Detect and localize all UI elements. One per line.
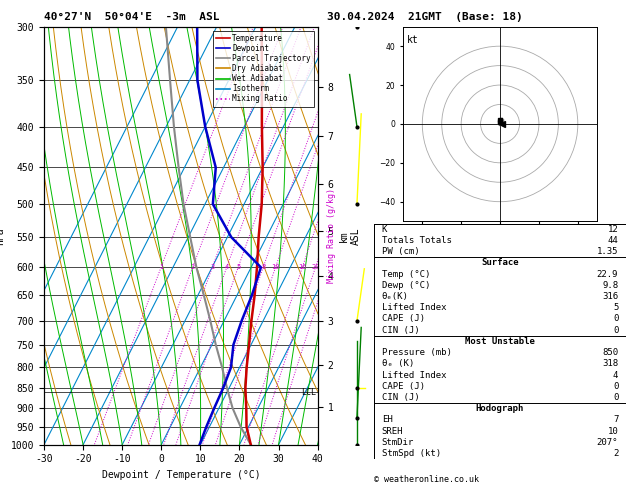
- Text: LCL: LCL: [301, 388, 316, 397]
- Text: 316: 316: [602, 292, 618, 301]
- Text: Hodograph: Hodograph: [476, 404, 524, 413]
- Text: SREH: SREH: [382, 427, 403, 436]
- Text: Lifted Index: Lifted Index: [382, 371, 447, 380]
- Text: 2: 2: [613, 449, 618, 458]
- Text: Lifted Index: Lifted Index: [382, 303, 447, 312]
- Text: CAPE (J): CAPE (J): [382, 314, 425, 324]
- Text: Mixing Ratio (g/kg): Mixing Ratio (g/kg): [327, 188, 336, 283]
- Text: © weatheronline.co.uk: © weatheronline.co.uk: [374, 474, 479, 484]
- Text: 5: 5: [236, 264, 240, 270]
- Text: kt: kt: [407, 35, 418, 45]
- Text: 22.9: 22.9: [597, 270, 618, 278]
- Text: 0: 0: [613, 382, 618, 391]
- Text: 1: 1: [159, 264, 163, 270]
- Text: 16: 16: [298, 264, 306, 270]
- Text: 44: 44: [608, 236, 618, 245]
- Text: 10: 10: [608, 427, 618, 436]
- Text: 30.04.2024  21GMT  (Base: 18): 30.04.2024 21GMT (Base: 18): [327, 12, 523, 22]
- Text: 4: 4: [613, 371, 618, 380]
- Text: 12: 12: [608, 225, 618, 234]
- Text: 0: 0: [613, 393, 618, 402]
- Text: 3: 3: [210, 264, 214, 270]
- Text: 0: 0: [613, 314, 618, 324]
- Y-axis label: hPa: hPa: [0, 227, 5, 244]
- Text: Surface: Surface: [481, 259, 519, 267]
- Text: Most Unstable: Most Unstable: [465, 337, 535, 346]
- Text: 9.8: 9.8: [602, 281, 618, 290]
- Text: 8: 8: [261, 264, 265, 270]
- Text: 5: 5: [613, 303, 618, 312]
- Text: CAPE (J): CAPE (J): [382, 382, 425, 391]
- Text: 4: 4: [225, 264, 229, 270]
- Text: CIN (J): CIN (J): [382, 393, 420, 402]
- Text: 850: 850: [602, 348, 618, 357]
- Text: 10: 10: [271, 264, 280, 270]
- Text: StmDir: StmDir: [382, 438, 414, 447]
- Text: Totals Totals: Totals Totals: [382, 236, 452, 245]
- X-axis label: Dewpoint / Temperature (°C): Dewpoint / Temperature (°C): [101, 470, 260, 480]
- Text: 1.35: 1.35: [597, 247, 618, 256]
- Text: Temp (°C): Temp (°C): [382, 270, 430, 278]
- Text: EH: EH: [382, 416, 392, 424]
- Text: 40°27'N  50°04'E  -3m  ASL: 40°27'N 50°04'E -3m ASL: [44, 12, 220, 22]
- Text: 7: 7: [613, 416, 618, 424]
- Text: Pressure (mb): Pressure (mb): [382, 348, 452, 357]
- Text: 318: 318: [602, 359, 618, 368]
- Text: θₑ (K): θₑ (K): [382, 359, 414, 368]
- Text: 207°: 207°: [597, 438, 618, 447]
- Y-axis label: km
ASL: km ASL: [339, 227, 360, 244]
- Text: θₑ(K): θₑ(K): [382, 292, 409, 301]
- Text: K: K: [382, 225, 387, 234]
- Text: 2: 2: [191, 264, 195, 270]
- Legend: Temperature, Dewpoint, Parcel Trajectory, Dry Adiabat, Wet Adiabat, Isotherm, Mi: Temperature, Dewpoint, Parcel Trajectory…: [213, 31, 314, 106]
- Text: PW (cm): PW (cm): [382, 247, 420, 256]
- Text: 0: 0: [613, 326, 618, 335]
- Text: Dewp (°C): Dewp (°C): [382, 281, 430, 290]
- Text: 20: 20: [311, 264, 320, 270]
- Text: StmSpd (kt): StmSpd (kt): [382, 449, 441, 458]
- Text: CIN (J): CIN (J): [382, 326, 420, 335]
